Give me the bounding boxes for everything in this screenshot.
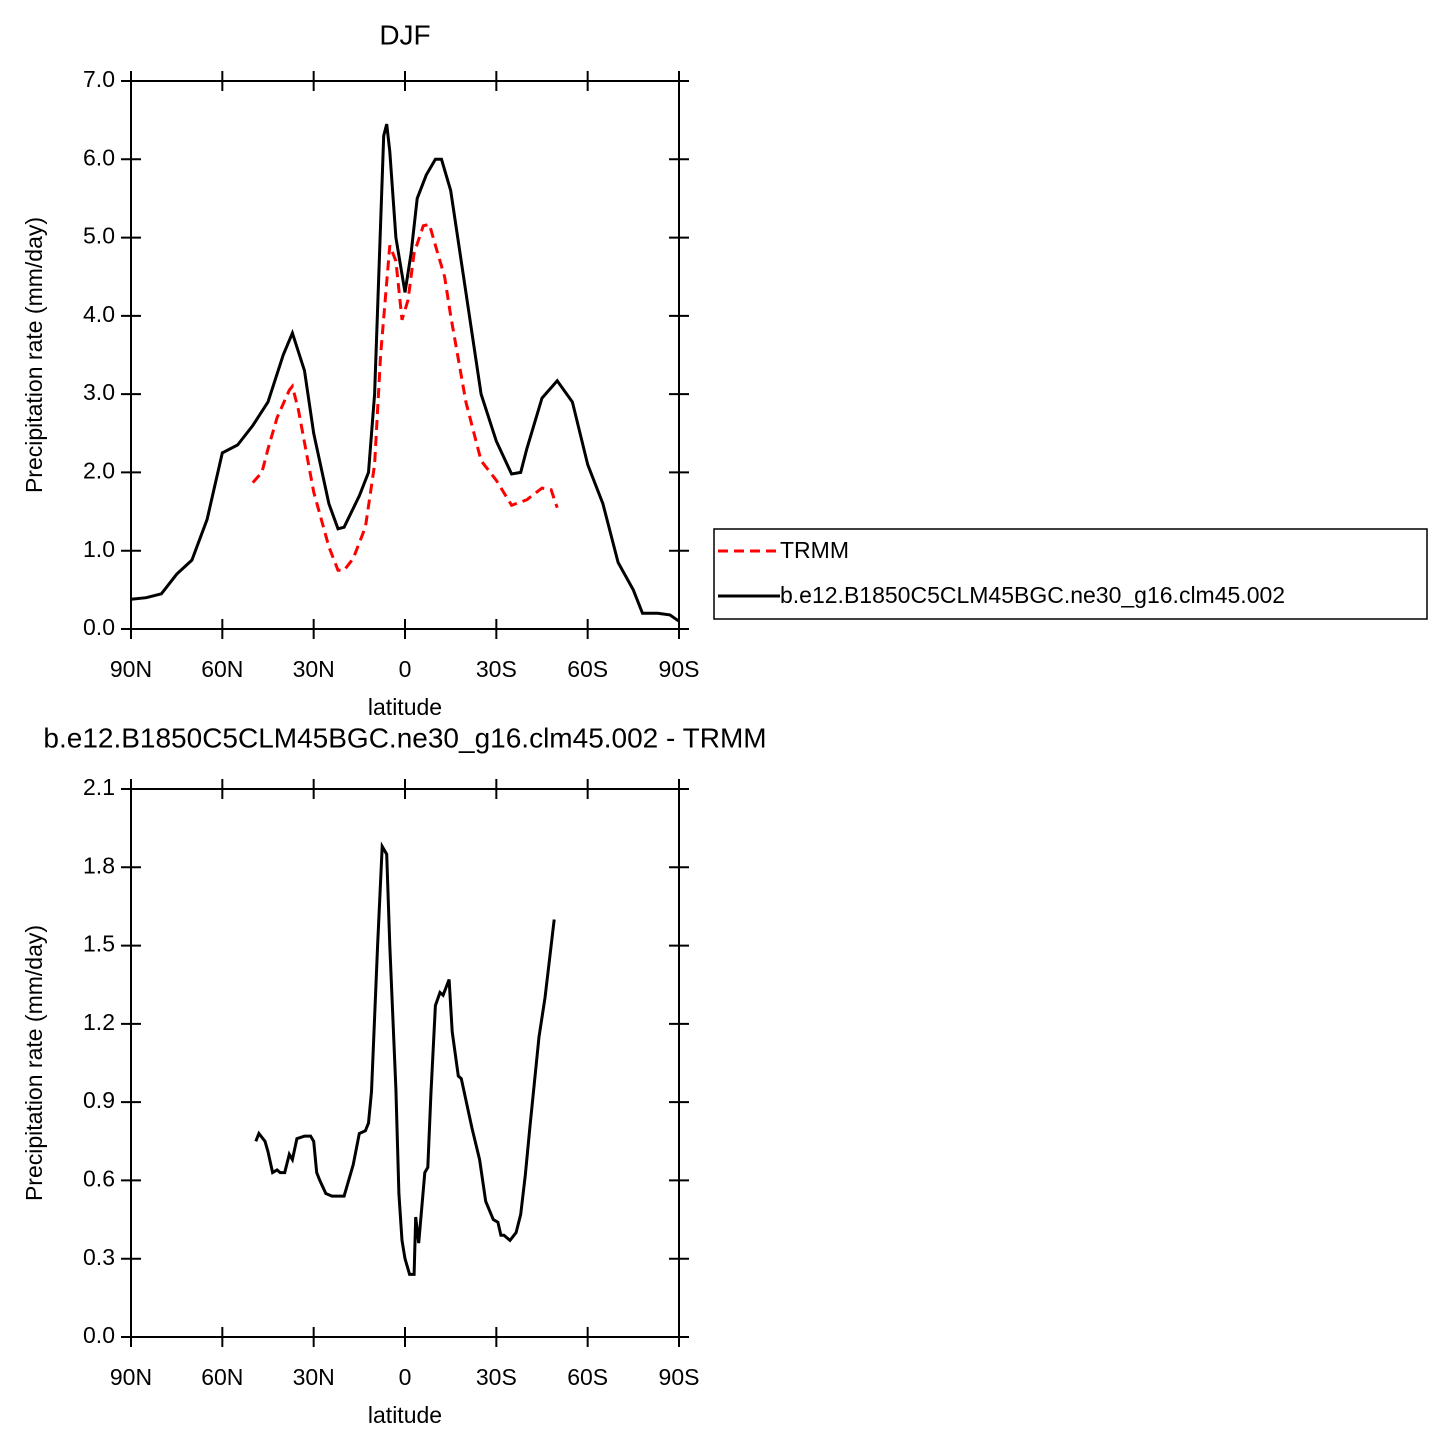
- y-tick-label: 5.0: [83, 223, 115, 249]
- y-tick-label: 1.2: [83, 1009, 115, 1035]
- x-tick-label: 90S: [659, 1364, 700, 1390]
- x-tick-label: 90N: [110, 1364, 152, 1390]
- x-axis-label: latitude: [368, 1402, 442, 1428]
- plot-frame: [130, 80, 680, 630]
- plot-frame: [130, 788, 680, 1338]
- y-tick-label: 0.0: [83, 614, 115, 640]
- y-tick-label: 0.9: [83, 1087, 115, 1113]
- x-tick-label: 30N: [293, 656, 335, 682]
- data-line: [251, 222, 559, 572]
- data-line: [254, 841, 556, 1276]
- x-tick-label: 30N: [293, 1364, 335, 1390]
- x-tick-label: 0: [399, 656, 412, 682]
- y-tick-label: 7.0: [83, 66, 115, 92]
- y-axis-label: Precipitation rate (mm/day): [21, 217, 47, 493]
- y-tick-label: 0.3: [83, 1244, 115, 1270]
- x-axis-label: latitude: [368, 694, 442, 720]
- x-tick-label: 30S: [476, 1364, 517, 1390]
- x-tick-label: 60S: [567, 1364, 608, 1390]
- y-tick-label: 4.0: [83, 301, 115, 327]
- y-tick-label: 3.0: [83, 379, 115, 405]
- chart-title: b.e12.B1850C5CLM45BGC.ne30_g16.clm45.002…: [43, 722, 766, 753]
- y-tick-label: 1.5: [83, 931, 115, 957]
- y-tick-label: 1.8: [83, 852, 115, 878]
- legend-label: b.e12.B1850C5CLM45BGC.ne30_g16.clm45.002: [780, 582, 1285, 608]
- y-tick-label: 2.0: [83, 458, 115, 484]
- x-tick-label: 90S: [659, 656, 700, 682]
- data-line: [130, 123, 680, 623]
- x-tick-label: 30S: [476, 656, 517, 682]
- y-axis-label: Precipitation rate (mm/day): [21, 925, 47, 1201]
- x-tick-label: 90N: [110, 656, 152, 682]
- x-tick-label: 0: [399, 1364, 412, 1390]
- x-tick-label: 60N: [201, 656, 243, 682]
- y-tick-label: 1.0: [83, 536, 115, 562]
- chart-title: DJF: [379, 19, 430, 50]
- x-tick-label: 60S: [567, 656, 608, 682]
- y-tick-label: 2.1: [83, 774, 115, 800]
- legend-label: TRMM: [780, 537, 849, 563]
- y-tick-label: 6.0: [83, 144, 115, 170]
- legend-box: [713, 528, 1428, 620]
- y-tick-label: 0.0: [83, 1322, 115, 1348]
- y-tick-label: 0.6: [83, 1166, 115, 1192]
- x-tick-label: 60N: [201, 1364, 243, 1390]
